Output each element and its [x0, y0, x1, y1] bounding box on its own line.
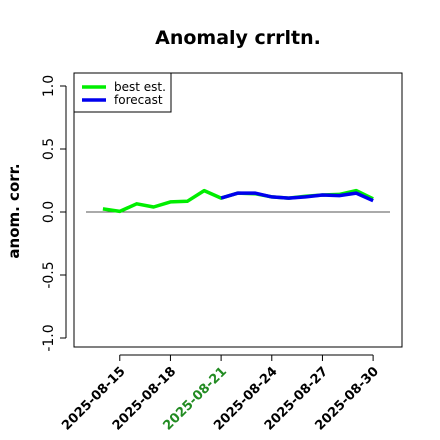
y-tick-label: 0.5 — [41, 138, 57, 160]
y-tick-label: -1.0 — [41, 324, 57, 351]
legend-entry-label: best est. — [114, 80, 166, 94]
series-line-forecast — [220, 191, 374, 203]
series-layer — [102, 188, 374, 214]
chart-title: Anomaly crrltn. — [155, 27, 321, 49]
y-tick-label: -0.5 — [41, 261, 57, 288]
y-tick-label: 0.0 — [41, 201, 57, 223]
legend-box — [73, 72, 172, 113]
plot-frame — [73, 72, 403, 348]
legend-entry-label: forecast — [114, 93, 163, 107]
x-axis: 2025-08-152025-08-182025-08-212025-08-24… — [59, 354, 382, 434]
y-tick-label: 1.0 — [41, 75, 57, 97]
y-axis: -1.0 -0.5 0.0 0.5 1.0 — [41, 75, 67, 352]
legend: best est.forecast — [73, 72, 172, 113]
y-axis-label: anom. corr. — [5, 163, 23, 258]
